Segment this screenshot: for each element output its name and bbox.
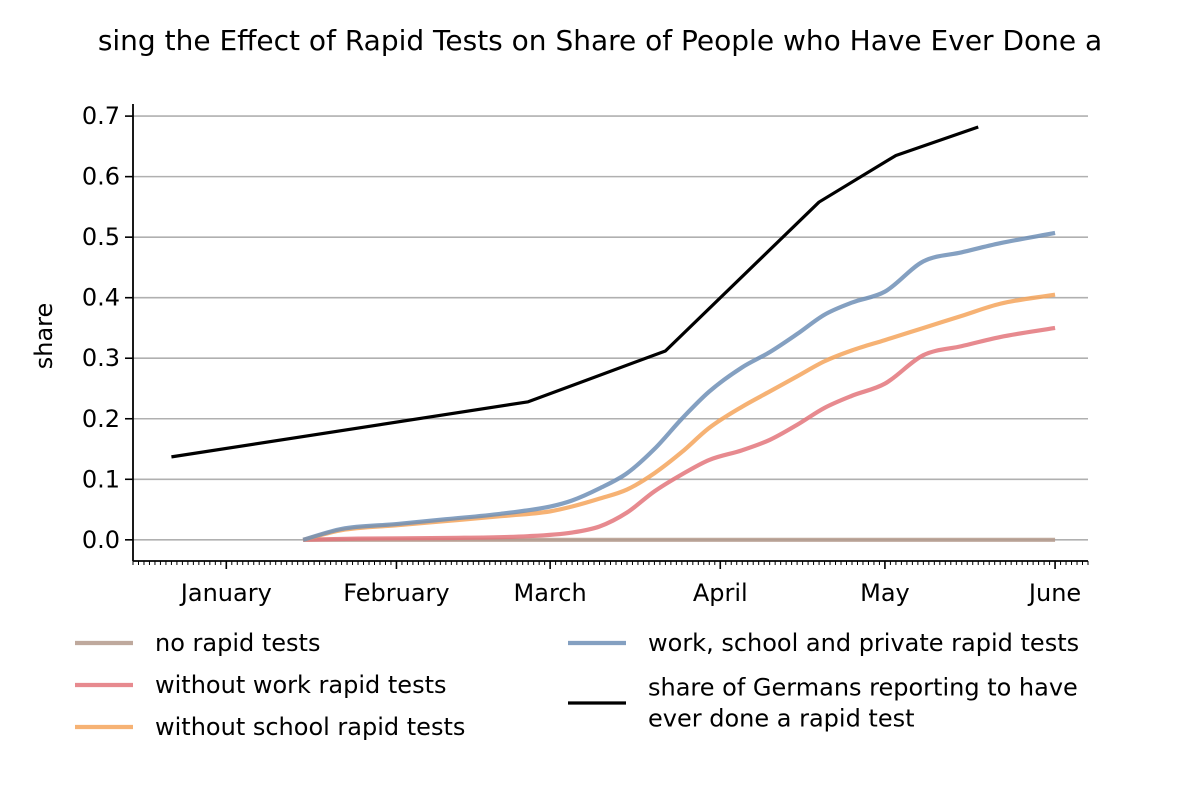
- grid-lines: [133, 115, 1088, 541]
- legend-item: without school rapid tests: [75, 713, 465, 741]
- y-tick-label: 0.0: [82, 526, 120, 554]
- legend-label: share of Germans reporting to have: [648, 674, 1078, 702]
- x-tick-label: January: [179, 579, 272, 607]
- chart-title: sing the Effect of Rapid Tests on Share …: [98, 24, 1102, 57]
- legend-item: no rapid tests: [75, 629, 320, 657]
- y-tick-label: 0.4: [82, 284, 120, 312]
- x-tick-label: May: [860, 579, 910, 607]
- series-line-1: [303, 325, 1056, 542]
- plot-series: [171, 125, 1056, 542]
- legend-label: without work rapid tests: [155, 671, 447, 699]
- x-tick-label: April: [693, 579, 748, 607]
- x-tick-label: March: [514, 579, 587, 607]
- y-tick-label: 0.5: [82, 223, 120, 251]
- series-line-4: [171, 125, 979, 459]
- legend-label: ever done a rapid test: [648, 705, 915, 733]
- x-tick-label: June: [1027, 579, 1081, 607]
- legend-label: work, school and private rapid tests: [648, 629, 1079, 657]
- y-tick-label: 0.2: [82, 405, 120, 433]
- y-tick-label: 0.3: [82, 344, 120, 372]
- y-tick-label: 0.7: [82, 102, 120, 130]
- legend-label: no rapid tests: [155, 629, 320, 657]
- axes: 0.0 0.1 0.2 0.3 0.4 0.5 0.6 0.7 January February M…: [82, 102, 1089, 607]
- y-axis-label: share: [30, 303, 58, 370]
- series-line-3: [302, 230, 1056, 542]
- legend-label: without school rapid tests: [155, 713, 465, 741]
- y-tick-label: 0.6: [82, 163, 120, 191]
- series-line-2: [302, 292, 1056, 542]
- legend: no rapid tests without work rapid tests wi…: [75, 629, 1079, 741]
- legend-item: work, school and private rapid tests: [568, 629, 1079, 657]
- x-tick-label: February: [343, 579, 449, 607]
- legend-item: without work rapid tests: [75, 671, 447, 699]
- legend-item: share of Germans reporting to have ever d…: [568, 674, 1078, 733]
- y-tick-label: 0.1: [82, 465, 120, 493]
